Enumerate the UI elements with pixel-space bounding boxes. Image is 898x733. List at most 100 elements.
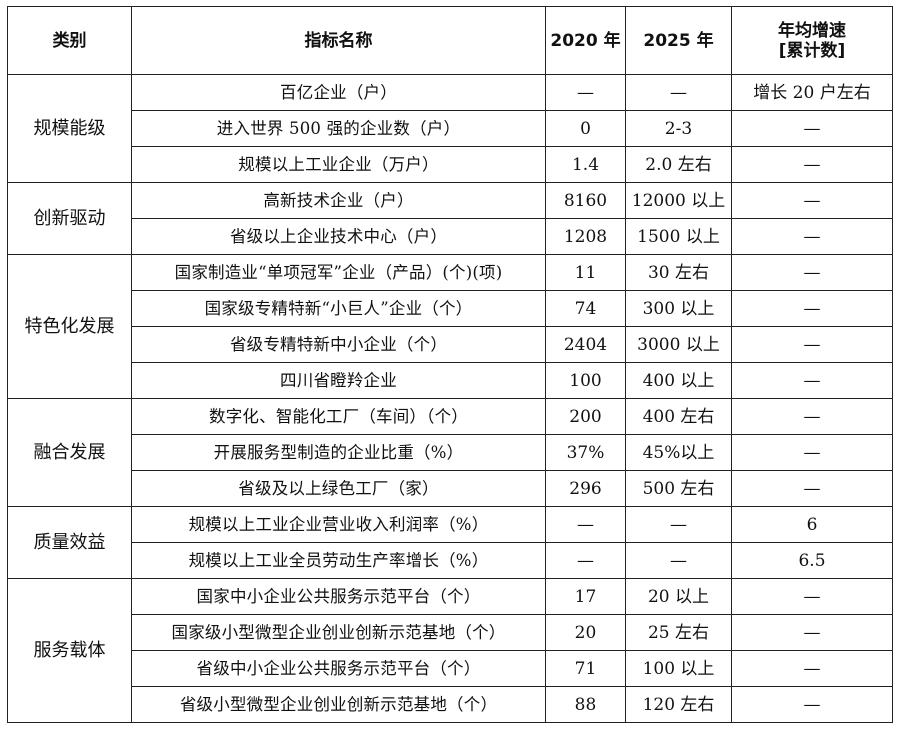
category-cell: 特色化发展 [7, 254, 132, 399]
value-2020-cell: — [545, 542, 626, 579]
indicator-name-cell: 开展服务型制造的企业比重（%） [131, 434, 546, 471]
header-2025: 2025 年 [625, 6, 732, 75]
growth-cell: — [731, 434, 893, 471]
value-2020-cell: 71 [545, 650, 626, 687]
indicator-name-cell: 省级以上企业技术中心（户） [131, 218, 546, 255]
indicator-name-cell: 国家制造业“单项冠军”企业（产品）(个)(项) [131, 254, 546, 291]
value-2020-cell: 20 [545, 614, 626, 651]
value-2020-cell: 2404 [545, 326, 626, 363]
category-cell: 质量效益 [7, 506, 132, 579]
value-2020-cell: 74 [545, 290, 626, 327]
table-row: 开展服务型制造的企业比重（%） 37% 45%以上 — [8, 434, 893, 471]
indicator-name-cell: 省级中小企业公共服务示范平台（个） [131, 650, 546, 687]
table-row: 省级及以上绿色工厂（家） 296 500 左右 — [8, 470, 893, 507]
header-growth-line2: [累计数] [778, 40, 846, 61]
value-2020-cell: 200 [545, 398, 626, 435]
table-row: 省级专精特新中小企业（个） 2404 3000 以上 — [8, 326, 893, 363]
value-2025-cell: 120 左右 [625, 686, 732, 723]
value-2025-cell: 400 以上 [625, 362, 732, 399]
value-2025-cell: 300 以上 [625, 290, 732, 327]
table-row: 规模以上工业全员劳动生产率增长（%） — —6.5 [8, 542, 893, 579]
table-row: 国家级专精特新“小巨人”企业（个） 74 300 以上 — [8, 290, 893, 327]
table-row: 省级中小企业公共服务示范平台（个） 71 100 以上 — [8, 650, 893, 687]
table-row: 省级小型微型企业创业创新示范基地（个） 88 120 左右 — [8, 686, 893, 723]
indicator-name-cell: 省级小型微型企业创业创新示范基地（个） [131, 686, 546, 723]
value-2025-cell: — [625, 542, 732, 579]
header-category: 类别 [7, 6, 132, 75]
indicator-name-cell: 国家中小企业公共服务示范平台（个） [131, 578, 546, 615]
growth-cell: — [731, 362, 893, 399]
growth-cell: 6 [731, 506, 893, 543]
indicator-name-cell: 规模以上工业全员劳动生产率增长（%） [131, 542, 546, 579]
growth-cell: — [731, 182, 893, 219]
indicator-name-cell: 国家级小型微型企业创业创新示范基地（个） [131, 614, 546, 651]
value-2025-cell: 2.0 左右 [625, 146, 732, 183]
value-2020-cell: 8160 [545, 182, 626, 219]
header-2020: 2020 年 [545, 6, 626, 75]
value-2020-cell: — [545, 74, 626, 111]
indicator-name-cell: 规模以上工业企业营业收入利润率（%） [131, 506, 546, 543]
table-row: 特色化发展 国家制造业“单项冠军”企业（产品）(个)(项) 11 30 左右 — [7, 254, 893, 399]
indicator-name-cell: 四川省瞪羚企业 [131, 362, 546, 399]
value-2020-cell: 0 [545, 110, 626, 147]
value-2020-cell: 17 [545, 578, 626, 615]
indicator-name-cell: 国家级专精特新“小巨人”企业（个） [131, 290, 546, 327]
growth-cell: — [731, 110, 893, 147]
value-2025-cell: 400 左右 [625, 398, 732, 435]
value-2020-cell: 1208 [545, 218, 626, 255]
value-2025-cell: — [625, 506, 732, 543]
value-2025-cell: 30 左右 [625, 254, 732, 291]
table-row: 四川省瞪羚企业 100 400 以上 — [8, 362, 893, 399]
value-2025-cell: — [625, 74, 732, 111]
table-row: 创新驱动 高新技术企业（户） 8160 12000 以上 — [7, 182, 893, 255]
growth-cell: — [731, 218, 893, 255]
table-row: 服务载体 国家中小企业公共服务示范平台（个） 17 20 以上 — [7, 578, 893, 723]
table-row: 国家级小型微型企业创业创新示范基地（个） 20 25 左右 — [8, 614, 893, 651]
value-2025-cell: 1500 以上 [625, 218, 732, 255]
growth-cell: — [731, 686, 893, 723]
value-2025-cell: 12000 以上 [625, 182, 732, 219]
indicator-table: 类别 指标名称 2020 年 2025 年 年均增速 [累计数] 规模能级 百亿企… [7, 6, 893, 723]
value-2025-cell: 45%以上 [625, 434, 732, 471]
table-row: 规模以上工业企业（万户） 1.4 2.0 左右 — [8, 146, 893, 183]
value-2020-cell: 1.4 [545, 146, 626, 183]
header-indicator: 指标名称 [131, 6, 546, 75]
growth-cell: — [731, 398, 893, 435]
value-2020-cell: 296 [545, 470, 626, 507]
table-row: 质量效益 规模以上工业企业营业收入利润率（%） — —6 [7, 506, 893, 579]
category-cell: 融合发展 [7, 398, 132, 507]
indicator-name-cell: 省级专精特新中小企业（个） [131, 326, 546, 363]
table-row: 进入世界 500 强的企业数（户） 0 2-3— [8, 110, 893, 147]
growth-cell: — [731, 254, 893, 291]
table-row: 省级以上企业技术中心（户） 1208 1500 以上 — [8, 218, 893, 255]
table-row: 规模能级 百亿企业（户） — — 增长 20 户左右 [7, 74, 893, 183]
growth-cell: — [731, 614, 893, 651]
value-2020-cell: 37% [545, 434, 626, 471]
value-2020-cell: 100 [545, 362, 626, 399]
growth-cell: — [731, 578, 893, 615]
table-body: 规模能级 百亿企业（户） — — 增长 20 户左右 进入世界 500 强的企业数（户） 0… [7, 74, 893, 723]
growth-cell: 6.5 [731, 542, 893, 579]
header-growth-line1: 年均增速 [778, 20, 846, 41]
growth-cell: — [731, 146, 893, 183]
category-cell: 创新驱动 [7, 182, 132, 255]
header-row: 类别 指标名称 2020 年 2025 年 年均增速 [累计数] [7, 6, 893, 75]
indicator-name-cell: 数字化、智能化工厂（车间）（个） [131, 398, 546, 435]
indicator-name-cell: 进入世界 500 强的企业数（户） [131, 110, 546, 147]
value-2025-cell: 3000 以上 [625, 326, 732, 363]
indicator-name-cell: 高新技术企业（户） [131, 182, 546, 219]
value-2025-cell: 25 左右 [625, 614, 732, 651]
growth-cell: — [731, 290, 893, 327]
growth-cell: 增长 20 户左右 [731, 74, 893, 111]
growth-cell: — [731, 326, 893, 363]
growth-cell: — [731, 650, 893, 687]
indicator-name-cell: 省级及以上绿色工厂（家） [131, 470, 546, 507]
value-2025-cell: 2-3 [625, 110, 732, 147]
value-2025-cell: 100 以上 [625, 650, 732, 687]
category-cell: 服务载体 [7, 578, 132, 723]
indicator-name-cell: 百亿企业（户） [131, 74, 546, 111]
value-2020-cell: — [545, 506, 626, 543]
indicator-name-cell: 规模以上工业企业（万户） [131, 146, 546, 183]
growth-cell: — [731, 470, 893, 507]
value-2025-cell: 500 左右 [625, 470, 732, 507]
